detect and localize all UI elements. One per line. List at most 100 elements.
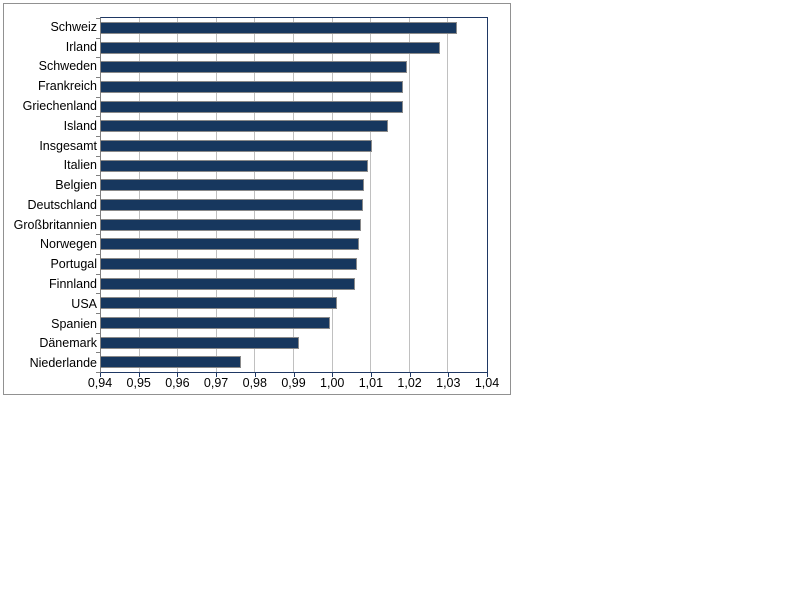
bar-insgesamt: [101, 139, 373, 152]
chart-container: Schweiz Irland Schweden Frankreich Griechenl…: [3, 3, 511, 395]
y-axis-tick: [96, 333, 100, 334]
category-label: Irland: [65, 39, 97, 54]
bar-frankreich: [101, 80, 404, 93]
y-axis-tick: [96, 234, 100, 235]
gridline: [138, 18, 140, 372]
category-label: Norwegen: [40, 237, 97, 252]
y-axis-tick: [96, 313, 100, 314]
category-label: Insgesamt: [39, 138, 97, 153]
y-axis-tick: [96, 195, 100, 196]
bar-row: [101, 293, 487, 313]
y-axis-tick: [96, 136, 100, 137]
bar-row: [101, 313, 487, 333]
gridline: [215, 18, 217, 372]
category-label: Deutschland: [27, 197, 98, 212]
bar-italien: [101, 159, 369, 172]
bar-belgien: [101, 179, 365, 192]
bar-row: [101, 352, 487, 372]
y-axis-tick: [96, 215, 100, 216]
x-tick-label: 0,96: [165, 376, 190, 390]
bar-niederlande: [101, 356, 241, 369]
bar-island: [101, 120, 388, 133]
gridline: [293, 18, 294, 372]
y-axis-tick: [96, 254, 100, 255]
category-label: Niederlande: [29, 356, 97, 371]
x-tick-label: 1,02: [397, 376, 422, 390]
bars-layer: [101, 18, 487, 372]
category-label: USA: [71, 296, 97, 311]
category-label: Portugal: [50, 257, 97, 272]
y-axis-tick: [96, 352, 100, 353]
y-axis-labels: Schweiz Irland Schweden Frankreich Griechenl…: [8, 17, 97, 373]
y-axis-tick: [96, 372, 100, 373]
x-axis-tick: [100, 373, 101, 377]
gridline: [177, 18, 179, 372]
bar-row: [101, 175, 487, 195]
bar-row: [101, 97, 487, 117]
bar-row: [101, 38, 487, 58]
y-axis-tick: [96, 293, 100, 294]
bar-row: [101, 136, 487, 156]
bar-dnemark: [101, 336, 299, 349]
category-label: Schweiz: [50, 19, 97, 34]
gridline: [447, 18, 449, 372]
category-label: Island: [63, 118, 97, 133]
bar-row: [101, 18, 487, 38]
y-axis-tick: [96, 97, 100, 98]
x-axis-tick: [409, 373, 411, 377]
gridlines-layer: [101, 18, 487, 372]
bar-grobritannien: [101, 218, 361, 231]
bar-row: [101, 57, 487, 77]
x-tick-label: 0,99: [281, 376, 306, 390]
bar-row: [101, 254, 487, 274]
x-axis-tick: [448, 373, 450, 377]
category-label: Italien: [63, 158, 97, 173]
gridline: [370, 18, 372, 372]
bar-deutschland: [101, 198, 363, 211]
x-axis-tick: [216, 373, 218, 377]
y-axis-tick: [96, 274, 100, 275]
bar-row: [101, 234, 487, 254]
category-label: Schweden: [38, 59, 97, 74]
bar-row: [101, 274, 487, 294]
category-label: Finnland: [49, 277, 97, 292]
bar-row: [101, 195, 487, 215]
category-label: Großbritannien: [13, 217, 97, 232]
category-label: Griechenland: [22, 99, 97, 114]
y-axis-tick: [96, 156, 100, 157]
bar-schweden: [101, 61, 407, 74]
x-axis-tick: [138, 373, 140, 377]
bar-griechenland: [101, 100, 404, 113]
category-label: Frankreich: [37, 79, 97, 94]
x-axis-tick: [487, 373, 488, 377]
x-tick-label: 0,95: [126, 376, 151, 390]
x-axis-tick: [293, 373, 295, 377]
x-tick-label: 0,94: [87, 376, 113, 390]
bar-norwegen: [101, 238, 359, 251]
x-axis-tick: [177, 373, 179, 377]
bar-finnland: [101, 277, 355, 290]
bar-row: [101, 156, 487, 176]
x-tick-label: 0,97: [203, 376, 229, 390]
bar-usa: [101, 297, 338, 310]
bar-row: [101, 215, 487, 235]
bar-irland: [101, 41, 440, 54]
category-label: Spanien: [51, 316, 97, 331]
y-axis-tick: [96, 38, 100, 39]
y-axis-tick: [96, 77, 100, 78]
x-axis-tick: [370, 373, 372, 377]
bar-portugal: [101, 257, 357, 270]
y-axis-tick: [96, 57, 100, 58]
x-tick-label: 1,01: [358, 376, 384, 390]
x-tick-label: 0,98: [242, 376, 267, 390]
y-axis-tick: [96, 175, 100, 176]
x-axis-tick: [254, 373, 256, 377]
category-label: Dänemark: [39, 336, 97, 351]
bar-row: [101, 333, 487, 353]
x-tick-label: 1,04: [474, 376, 500, 390]
gridline: [254, 18, 256, 372]
category-label: Belgien: [55, 178, 97, 193]
bar-row: [101, 116, 487, 136]
x-axis-tick: [332, 373, 334, 377]
